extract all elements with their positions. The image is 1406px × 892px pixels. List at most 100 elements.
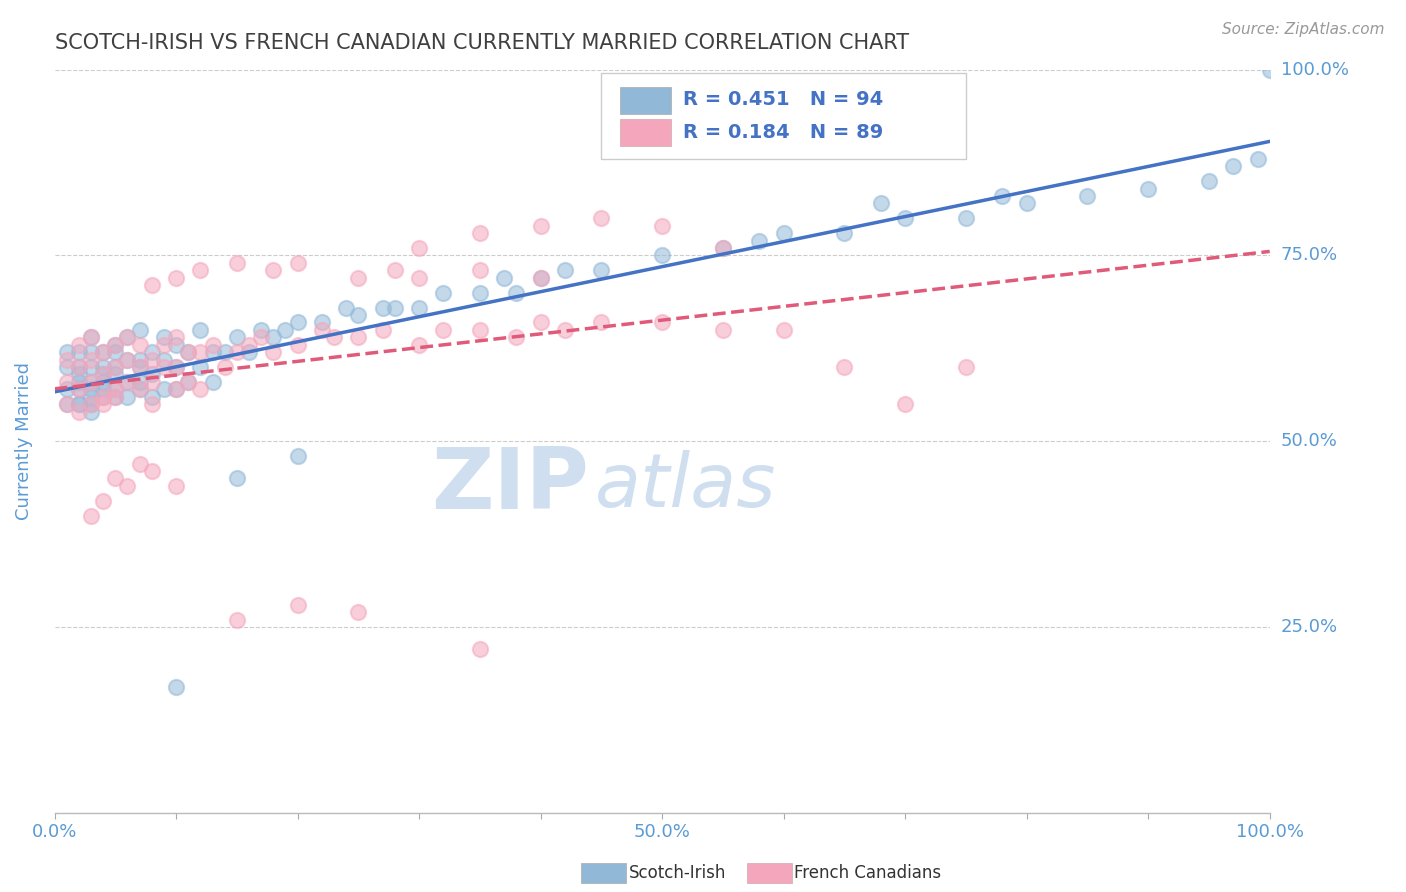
Point <box>177 345 200 359</box>
Point <box>408 270 430 285</box>
Point <box>91 493 114 508</box>
Point <box>153 352 176 367</box>
Point <box>287 337 309 351</box>
Point <box>287 315 309 329</box>
Point <box>201 345 224 359</box>
Point <box>432 323 454 337</box>
Text: SCOTCH-IRISH VS FRENCH CANADIAN CURRENTLY MARRIED CORRELATION CHART: SCOTCH-IRISH VS FRENCH CANADIAN CURRENTL… <box>55 33 908 53</box>
Point <box>225 345 247 359</box>
Point <box>80 390 103 404</box>
Point <box>104 359 127 374</box>
Point <box>128 375 150 389</box>
Point <box>165 337 187 351</box>
Text: 100.0%: 100.0% <box>1281 61 1348 78</box>
Point <box>165 382 187 396</box>
Point <box>67 368 90 382</box>
Text: 50.0%: 50.0% <box>1281 433 1337 450</box>
Point <box>955 359 977 374</box>
Point <box>104 337 127 351</box>
Point <box>91 382 114 396</box>
Point <box>384 301 406 315</box>
Point <box>117 352 139 367</box>
Point <box>214 359 236 374</box>
Point <box>834 226 856 240</box>
Text: atlas: atlas <box>595 450 776 522</box>
FancyBboxPatch shape <box>620 87 671 113</box>
Point <box>128 382 150 396</box>
Point <box>91 390 114 404</box>
Point <box>177 345 200 359</box>
Point <box>141 345 163 359</box>
Point <box>67 397 90 411</box>
Point <box>104 382 127 396</box>
Point <box>711 241 734 255</box>
Point <box>55 352 77 367</box>
Point <box>1015 196 1038 211</box>
Y-axis label: Currently Married: Currently Married <box>15 362 32 520</box>
Point <box>188 345 211 359</box>
Point <box>55 397 77 411</box>
Text: Scotch-Irish: Scotch-Irish <box>628 864 725 882</box>
Point <box>91 397 114 411</box>
Point <box>262 330 284 344</box>
Point <box>165 680 187 694</box>
Point <box>408 301 430 315</box>
Point <box>117 352 139 367</box>
Text: R = 0.184   N = 89: R = 0.184 N = 89 <box>683 122 883 142</box>
Point <box>188 263 211 277</box>
Point <box>347 605 370 619</box>
Point <box>104 337 127 351</box>
Point <box>468 226 491 240</box>
Point <box>165 270 187 285</box>
Point <box>468 263 491 277</box>
Point <box>91 345 114 359</box>
Point <box>188 359 211 374</box>
Point <box>104 382 127 396</box>
Point <box>165 330 187 344</box>
Point <box>201 337 224 351</box>
Point <box>311 323 333 337</box>
Point <box>311 315 333 329</box>
Point <box>347 270 370 285</box>
Point <box>772 323 794 337</box>
Point <box>67 375 90 389</box>
Point <box>529 219 551 233</box>
Point <box>494 270 516 285</box>
Point <box>67 359 90 374</box>
Point <box>91 375 114 389</box>
Point <box>55 397 77 411</box>
Point <box>529 270 551 285</box>
Point <box>91 368 114 382</box>
Point <box>128 359 150 374</box>
Point <box>128 382 150 396</box>
Point <box>153 359 176 374</box>
Point <box>287 256 309 270</box>
Point <box>201 375 224 389</box>
Point <box>80 330 103 344</box>
Point <box>651 248 673 262</box>
Point <box>128 359 150 374</box>
Point <box>67 404 90 418</box>
Point <box>529 270 551 285</box>
Point <box>141 278 163 293</box>
Point <box>238 337 260 351</box>
Point <box>80 352 103 367</box>
Point <box>104 368 127 382</box>
FancyBboxPatch shape <box>620 120 671 146</box>
Point <box>955 211 977 226</box>
Point <box>141 352 163 367</box>
Point <box>141 397 163 411</box>
Point <box>91 390 114 404</box>
Point <box>323 330 346 344</box>
Point <box>117 330 139 344</box>
Point <box>1246 152 1268 166</box>
Point <box>165 382 187 396</box>
Point <box>554 323 576 337</box>
Point <box>80 397 103 411</box>
Point <box>371 323 394 337</box>
Point <box>225 256 247 270</box>
Point <box>104 359 127 374</box>
Point <box>141 368 163 382</box>
Point <box>67 359 90 374</box>
Point <box>468 642 491 657</box>
